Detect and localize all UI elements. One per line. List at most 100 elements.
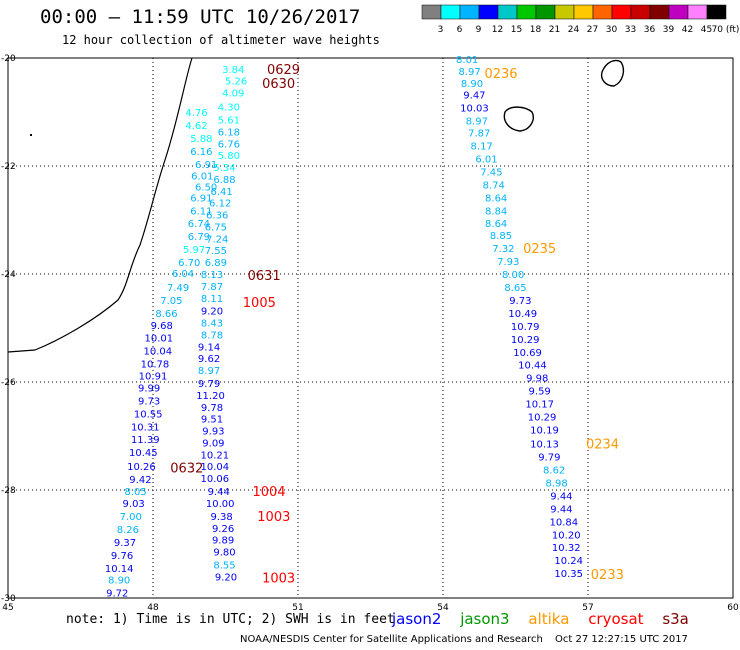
wave-height-label: 6.89 xyxy=(205,258,227,269)
wave-height-label: 6.11 xyxy=(190,206,212,217)
wave-height-label: 10.79 xyxy=(511,322,540,333)
wave-height-label: 6.50 xyxy=(195,183,217,194)
wave-height-label: 10.35 xyxy=(554,569,583,580)
pass-time-label: 0236 xyxy=(484,67,517,82)
wave-height-label: 10.13 xyxy=(530,440,559,451)
x-tick-label: 60 xyxy=(727,603,739,613)
colorbar-tick: 21 xyxy=(549,25,560,35)
x-tick-label: 45 xyxy=(2,603,13,613)
credit-text: NOAA/NESDIS Center for Satellite Applica… xyxy=(240,634,543,645)
wave-height-label: 9.79 xyxy=(538,453,560,464)
pass-time-label: 0234 xyxy=(586,438,619,453)
wave-height-label: 9.14 xyxy=(198,342,220,353)
wave-height-label: 6.91 xyxy=(190,193,212,204)
pass-time-label: 1004 xyxy=(252,485,285,500)
footnote: note: 1) Time is in UTC; 2) SWH is in fe… xyxy=(66,612,395,627)
wave-height-label: 10.20 xyxy=(552,530,581,541)
wave-height-label: 10.06 xyxy=(201,474,230,485)
wave-height-label: 6.01 xyxy=(475,154,497,165)
wave-height-label: 9.37 xyxy=(114,538,136,549)
legend-s3a: s3a xyxy=(662,610,689,628)
wave-height-label: 6.18 xyxy=(218,127,240,138)
wave-height-label: 10.69 xyxy=(513,348,542,359)
wave-height-label: 7.55 xyxy=(205,246,227,257)
wave-height-label: 7.32 xyxy=(492,244,514,255)
wave-height-label: 8.13 xyxy=(201,270,223,281)
wave-height-label: 7.05 xyxy=(160,296,182,307)
wave-height-label: 8.05 xyxy=(124,487,146,498)
wave-height-label: 10.31 xyxy=(131,422,160,433)
wave-height-label: 8.43 xyxy=(201,319,223,330)
colorbar-tick: 12 xyxy=(492,25,503,35)
wave-height-label: 5.80 xyxy=(218,151,240,162)
pass-time-label: 1003 xyxy=(257,510,290,525)
pass-time-label: 0233 xyxy=(591,568,624,583)
plot-frame xyxy=(7,57,734,599)
wave-height-label: 11.39 xyxy=(131,435,160,446)
wave-height-label: 8.64 xyxy=(485,219,507,230)
x-tick-label: 51 xyxy=(292,603,303,613)
colorbar-swatch xyxy=(706,4,727,20)
wave-height-label: 7.93 xyxy=(497,257,519,268)
legend-cryosat: cryosat xyxy=(588,610,644,628)
wave-height-label: 10.03 xyxy=(460,104,489,115)
wave-height-label: 6.76 xyxy=(218,139,240,150)
wave-height-label: 8.97 xyxy=(458,67,480,78)
wave-height-label: 8.98 xyxy=(545,478,567,489)
wave-height-label: 9.38 xyxy=(211,512,233,523)
wave-height-label: 9.42 xyxy=(129,475,151,486)
pass-time-label: 1005 xyxy=(243,296,276,311)
wave-height-label: 7.24 xyxy=(206,234,228,245)
wave-height-label: 10.14 xyxy=(105,564,134,575)
wave-height-label: 8.78 xyxy=(201,330,223,341)
wave-height-label: 8.90 xyxy=(461,79,483,90)
page-subtitle: 12 hour collection of altimeter wave hei… xyxy=(62,33,380,47)
wave-height-label: 5.26 xyxy=(225,77,247,88)
wave-height-label: 9.73 xyxy=(138,396,160,407)
wave-height-label: 8.01 xyxy=(456,55,478,66)
wave-height-label: 6.36 xyxy=(206,211,228,222)
wave-height-label: 10.24 xyxy=(554,556,583,567)
wave-height-label: 9.44 xyxy=(208,487,230,498)
pass-time-label: 1003 xyxy=(262,571,295,586)
wave-height-label: 5.88 xyxy=(190,134,212,145)
colorbar-tick: 6 xyxy=(457,25,463,35)
wave-height-label: 11.20 xyxy=(196,391,225,402)
pass-time-label: 0631 xyxy=(248,269,281,284)
wave-height-label: 6.04 xyxy=(172,269,194,280)
legend-altika: altika xyxy=(528,610,570,628)
wave-height-label: 10.29 xyxy=(511,335,540,346)
wave-height-label: 9.62 xyxy=(198,354,220,365)
wave-height-label: 10.04 xyxy=(201,462,230,473)
y-tick-label: -20 xyxy=(1,54,16,64)
colorbar-tick: 70 (ft) xyxy=(712,25,740,35)
colorbar-tick: 45 xyxy=(701,25,712,35)
wave-height-label: 10.26 xyxy=(127,462,156,473)
wave-height-label: 10.32 xyxy=(552,543,581,554)
y-tick-label: -30 xyxy=(1,594,16,604)
pass-time-label: 0632 xyxy=(170,461,203,476)
wave-height-label: 9.51 xyxy=(201,415,223,426)
x-tick-label: 54 xyxy=(437,603,449,613)
pass-time-label: 0629 xyxy=(267,63,300,78)
wave-height-label: 9.20 xyxy=(215,572,237,583)
wave-height-label: 9.47 xyxy=(463,91,485,102)
wave-height-label: 9.44 xyxy=(550,504,572,515)
wave-height-label: 10.00 xyxy=(206,499,235,510)
wave-height-label: 8.84 xyxy=(485,206,507,217)
colorbar-tick: 18 xyxy=(530,25,542,35)
colorbar-legend: 3 6 9 12 15 18 21 24 27 30 33 36 39 42 45 70 (ft) xyxy=(421,4,740,35)
wave-height-label: 9.59 xyxy=(529,387,551,398)
colorbar-tick: 15 xyxy=(511,25,522,35)
wave-height-label: 4.76 xyxy=(185,108,207,119)
wave-height-label: 6.75 xyxy=(205,222,227,233)
satellite-legend: jason2 jason3 altika cryosat s3a xyxy=(392,610,703,628)
colorbar-tick: 33 xyxy=(625,25,636,35)
wave-height-label: 9.72 xyxy=(106,589,128,600)
wave-height-label: 10.55 xyxy=(134,409,163,420)
wave-height-label: 9.98 xyxy=(526,374,548,385)
wave-height-label: 7.45 xyxy=(480,167,502,178)
wave-height-label: 10.49 xyxy=(508,309,537,320)
colorbar-tick: 27 xyxy=(587,25,598,35)
